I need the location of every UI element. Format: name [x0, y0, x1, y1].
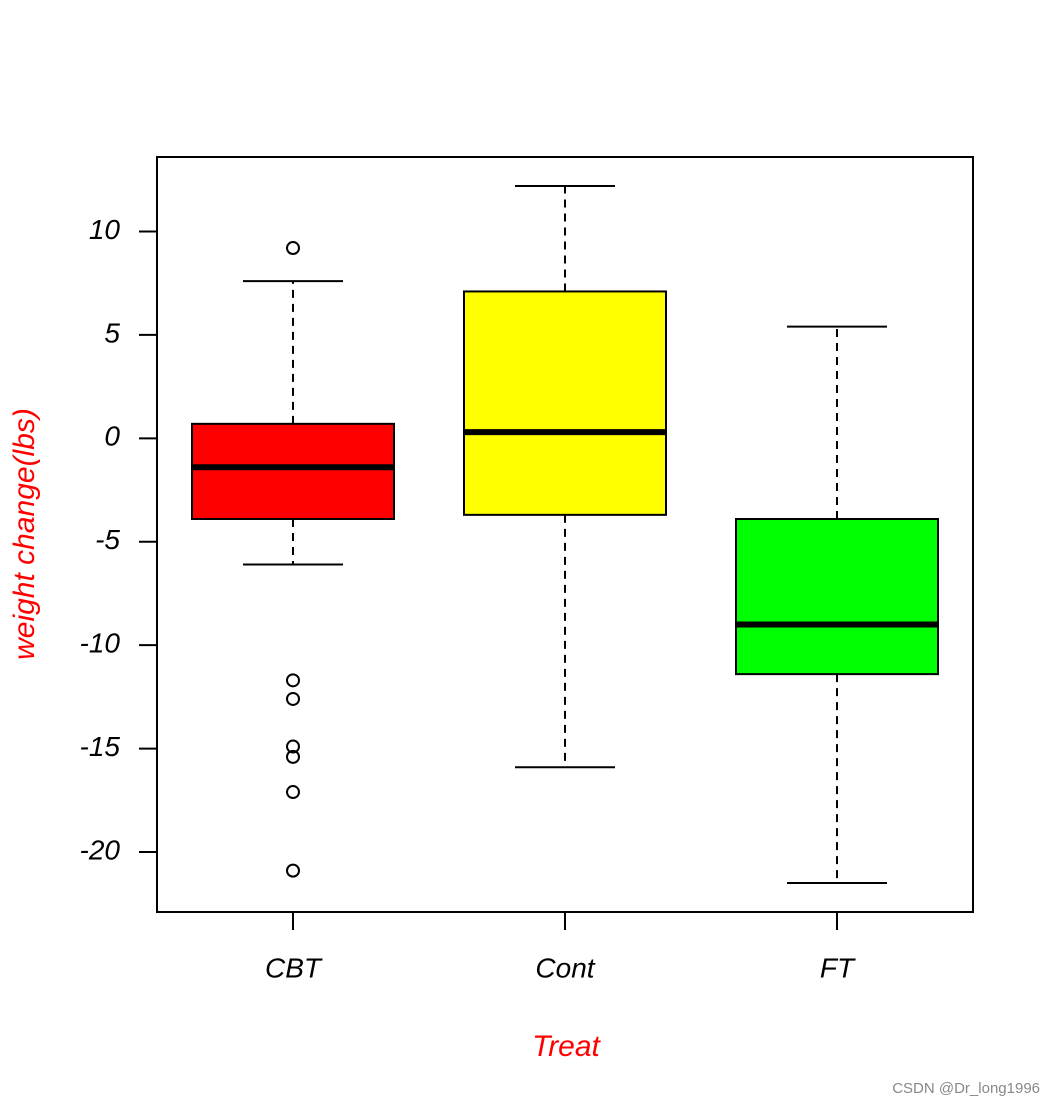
y-tick-label: -15	[80, 731, 121, 762]
y-tick-label: -5	[95, 524, 120, 555]
watermark: CSDN @Dr_long1996	[892, 1080, 1040, 1097]
box	[735, 517, 939, 676]
box	[191, 422, 395, 520]
y-tick-label: -20	[80, 834, 121, 865]
outlier	[286, 691, 300, 706]
x-tick-label: CBT	[265, 952, 323, 983]
y-tick-label: 0	[104, 421, 120, 452]
x-tick-label: FT	[820, 952, 856, 983]
box	[463, 290, 667, 516]
x-axis-label: Treat	[532, 1030, 601, 1063]
y-tick-label: 5	[104, 317, 120, 348]
outlier	[286, 785, 300, 800]
outlier	[286, 863, 300, 878]
outlier	[286, 673, 300, 688]
y-tick-label: 10	[89, 214, 121, 245]
outlier	[286, 241, 300, 256]
y-tick-label: -10	[80, 628, 121, 659]
outlier	[286, 749, 300, 764]
outlier	[286, 739, 300, 754]
y-axis-label: weight change(lbs)	[8, 408, 41, 660]
x-tick-label: Cont	[535, 952, 595, 983]
